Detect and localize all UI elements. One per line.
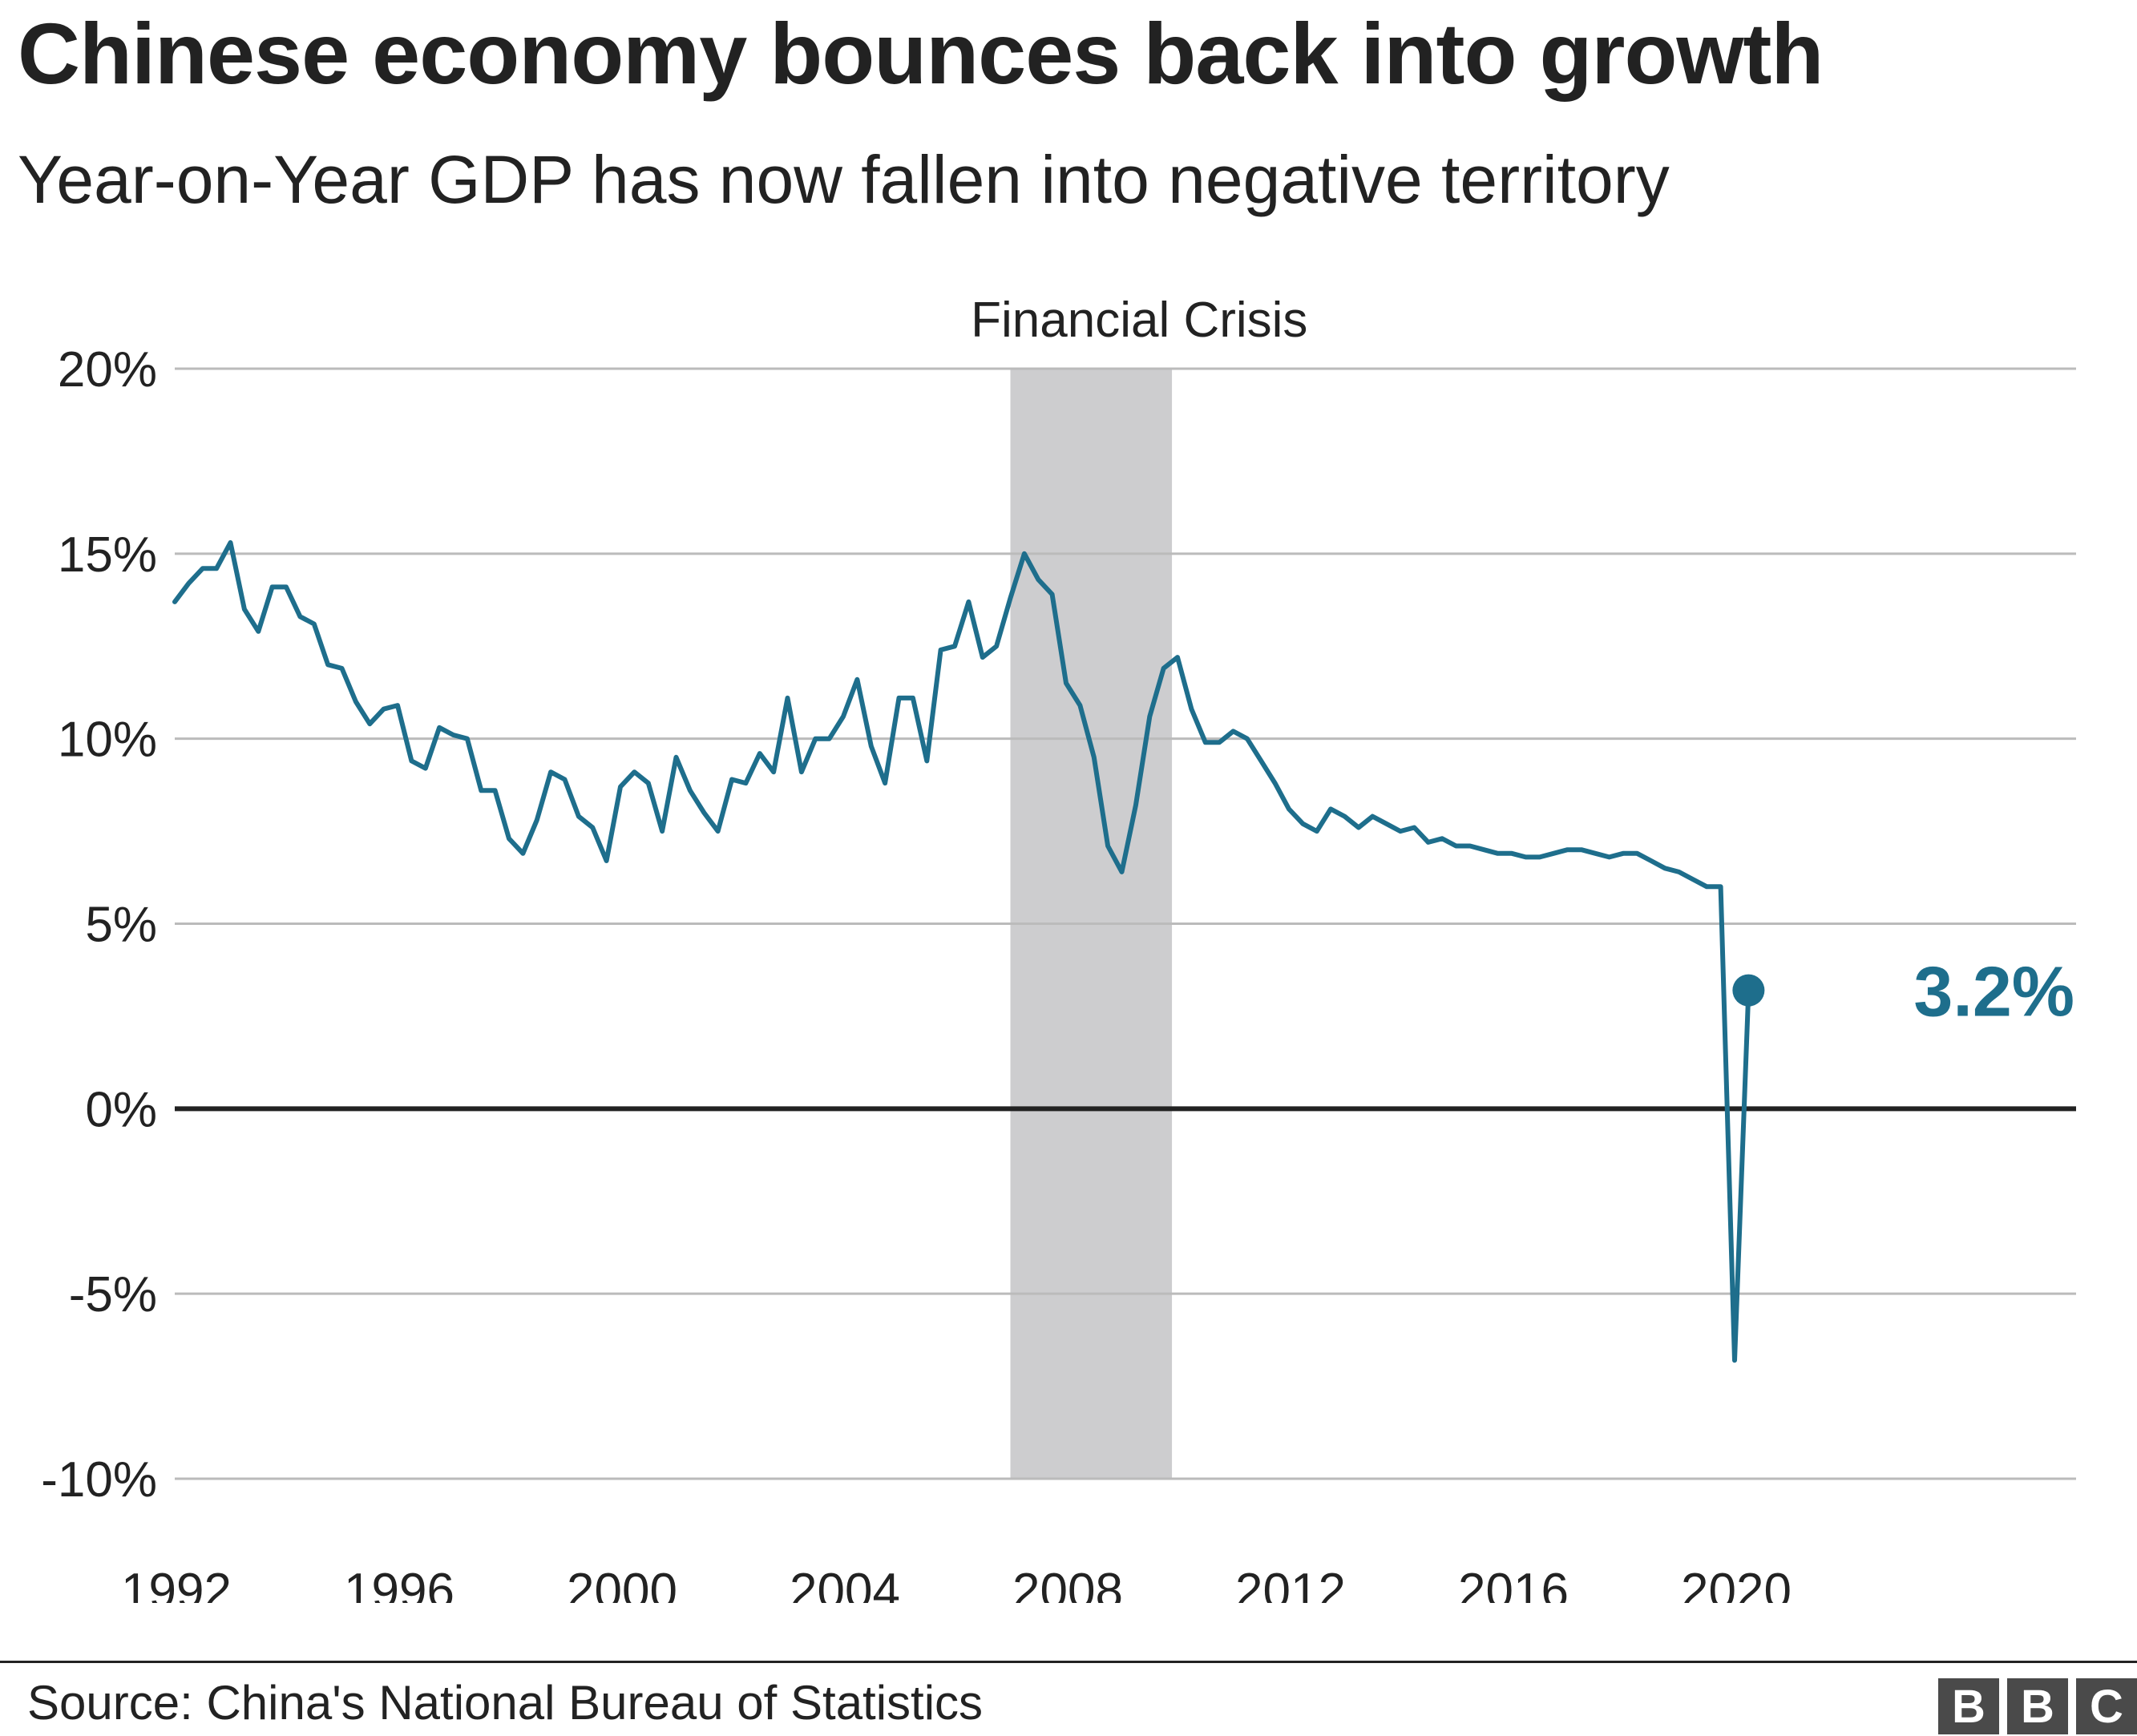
- gdp-series-line: [172, 540, 1751, 1363]
- y-gridlines: [175, 367, 2076, 1480]
- x-tick-label: 2020: [1681, 1564, 1792, 1603]
- x-axis-tick-labels: 1992 1996 2000 2004 2008 2012 2016 2020: [121, 1564, 1792, 1603]
- x-tick-label: 2008: [1012, 1564, 1123, 1603]
- gdp-series: [172, 540, 1765, 1363]
- x-tick-label: 2012: [1235, 1564, 1346, 1603]
- y-tick-label: -5%: [69, 1267, 157, 1322]
- logo-letter: C: [2076, 1678, 2137, 1734]
- y-tick-label: 10%: [58, 713, 157, 768]
- x-tick-label: 1992: [121, 1564, 232, 1603]
- logo-letter: B: [2007, 1678, 2068, 1734]
- end-point-marker: [1732, 974, 1765, 1007]
- y-axis-tick-labels: 20% 15% 10% 5% 0% -5% -10%: [41, 342, 157, 1508]
- chart-subtitle: Year-on-Year GDP has now fallen into neg…: [18, 142, 1670, 217]
- y-tick-label: 20%: [58, 342, 157, 398]
- footer-divider: [0, 1661, 2137, 1663]
- x-tick-label: 2016: [1458, 1564, 1569, 1603]
- y-tick-label: 15%: [58, 527, 157, 583]
- x-tick-label: 2000: [567, 1564, 677, 1603]
- end-value-label: 3.2%: [1913, 952, 2074, 1032]
- y-tick-label: 5%: [85, 898, 157, 953]
- source-note: Source: China's National Bureau of Stati…: [27, 1676, 984, 1730]
- logo-letter: B: [1938, 1678, 1999, 1734]
- y-tick-label: 0%: [85, 1082, 157, 1137]
- financial-crisis-label: Financial Crisis: [971, 293, 1307, 348]
- x-tick-label: 2004: [790, 1564, 900, 1603]
- y-tick-label: -10%: [41, 1452, 157, 1508]
- x-tick-label: 1996: [344, 1564, 454, 1603]
- chart-title: Chinese economy bounces back into growth: [18, 5, 1824, 102]
- bbc-logo: B B C: [1938, 1678, 2137, 1734]
- gdp-line-chart: Financial Crisis 20% 15% 10% 5% 0% -5% -10% 19…: [41, 293, 2076, 1603]
